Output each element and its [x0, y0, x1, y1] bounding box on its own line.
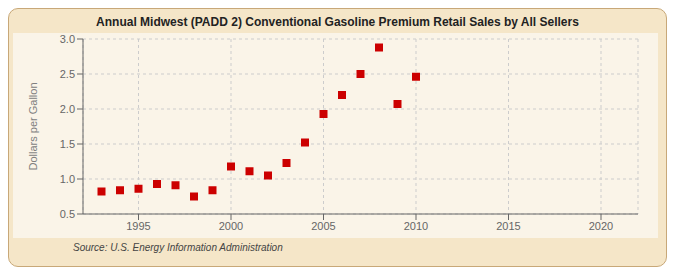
svg-text:1995: 1995	[126, 220, 150, 232]
svg-text:2015: 2015	[496, 220, 520, 232]
html-text:Source: U.S. Energy Informatio: Source: U.S. Energy Information Administ…	[73, 242, 283, 253]
svg-text:2005: 2005	[311, 220, 335, 232]
html-text:Annual Midwest (PADD 2) Conven: Annual Midwest (PADD 2) Conventional Gas…	[96, 15, 579, 29]
svg-text:2.5: 2.5	[60, 68, 75, 80]
svg-text:2.0: 2.0	[60, 103, 75, 115]
svg-text:2000: 2000	[219, 220, 243, 232]
svg-text:0.5: 0.5	[60, 208, 75, 220]
svg-text:Dollars per Gallon: Dollars per Gallon	[27, 82, 39, 170]
svg-text:3.0: 3.0	[60, 33, 75, 45]
svg-text:1.5: 1.5	[60, 138, 75, 150]
svg-text:2010: 2010	[404, 220, 428, 232]
svg-text:2020: 2020	[589, 220, 613, 232]
svg-text:1.0: 1.0	[60, 173, 75, 185]
